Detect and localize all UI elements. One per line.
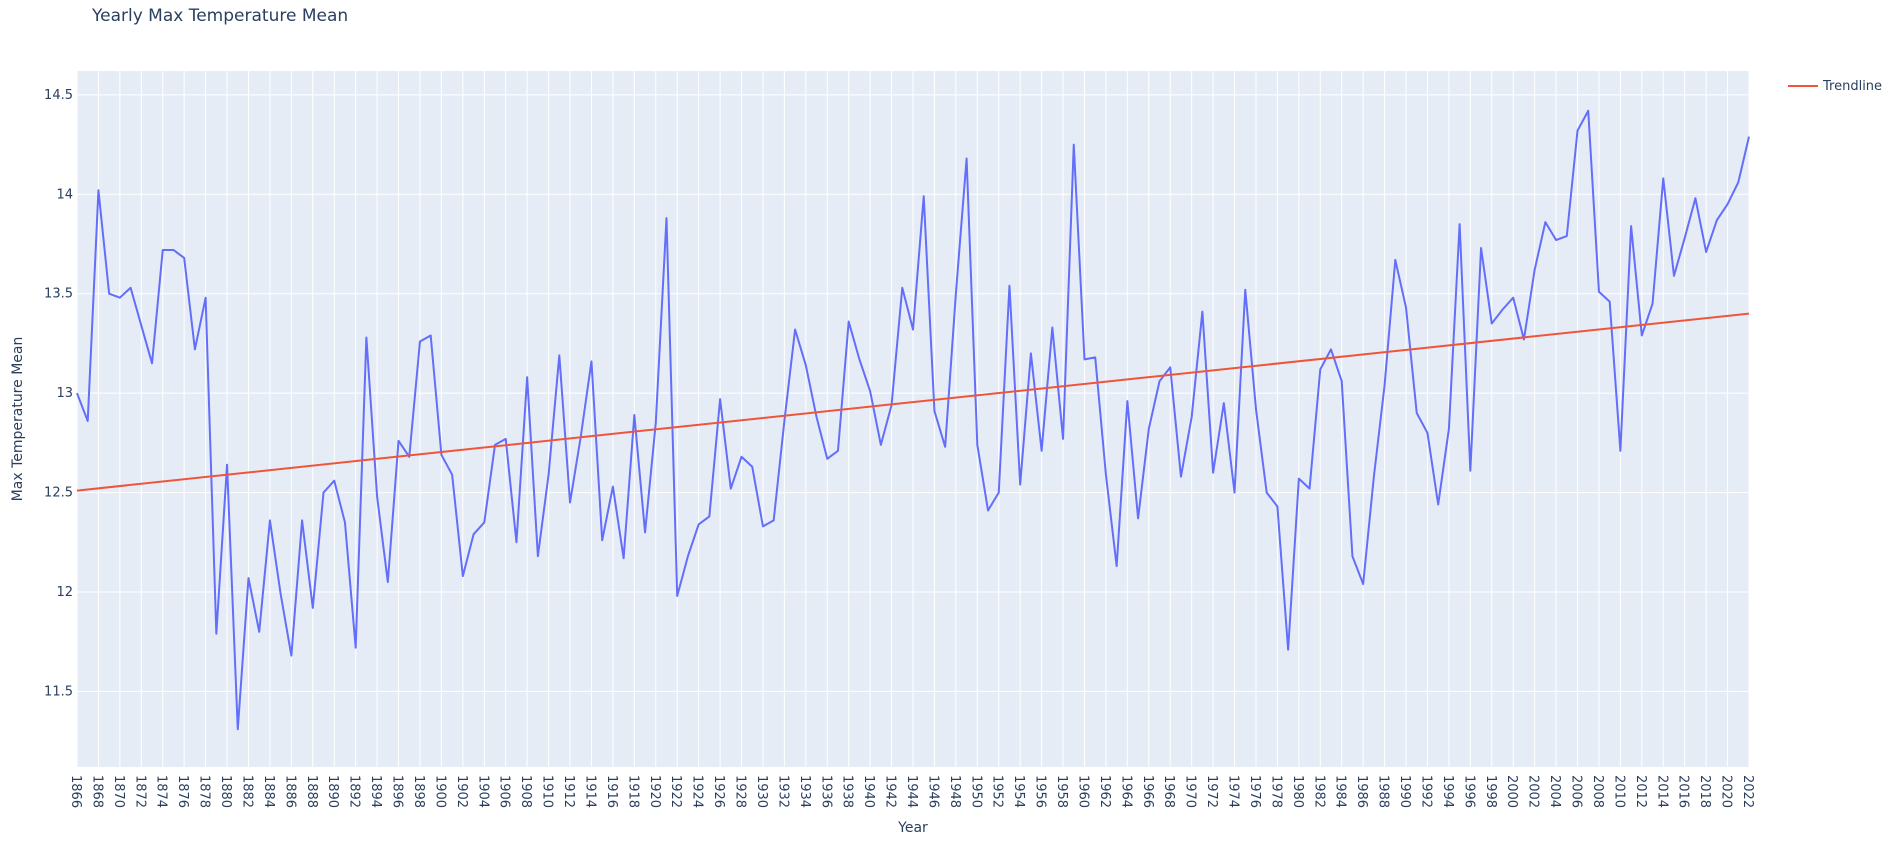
x-tick-label: 2014 — [1654, 775, 1669, 808]
x-tick-label: 1896 — [390, 775, 405, 808]
y-tick-label: 13 — [56, 386, 73, 401]
x-tick-label: 1976 — [1247, 775, 1262, 808]
series-layer — [76, 109, 1750, 731]
x-tick-label: 1874 — [154, 775, 169, 808]
x-tick-label: 1958 — [1054, 775, 1069, 808]
x-axis-title: Year — [897, 820, 928, 836]
x-tick-label: 1902 — [454, 775, 469, 808]
x-tick-label: 1894 — [368, 775, 383, 808]
x-tick-label: 1942 — [883, 775, 898, 808]
x-tick-label: 1872 — [132, 775, 147, 808]
x-tick-label: 1908 — [518, 775, 533, 808]
series-line-trendline — [76, 312, 1750, 492]
x-tick-label: 1924 — [690, 775, 705, 808]
x-tick-label: 1890 — [325, 775, 340, 808]
gridlines — [76, 71, 1750, 767]
x-tick-labels: 1866 1868 1870 1872 1874 1876 1878 1880 1882 1884… — [68, 775, 1755, 808]
x-tick-label: 1876 — [175, 775, 190, 808]
x-tick-label: 1950 — [968, 775, 983, 808]
series-line-max-temperature — [76, 109, 1750, 731]
x-tick-label: 1934 — [797, 775, 812, 808]
x-tick-label: 1898 — [411, 775, 426, 808]
x-tick-label: 1980 — [1290, 775, 1305, 808]
y-tick-label: 12 — [56, 585, 73, 600]
x-tick-label: 1974 — [1226, 775, 1241, 808]
x-tick-label: 1910 — [540, 775, 555, 808]
x-tick-label: 1964 — [1118, 775, 1133, 808]
legend[interactable]: Trendline — [1788, 79, 1882, 94]
x-tick-label: 1880 — [218, 775, 233, 808]
x-tick-label: 1912 — [561, 775, 576, 808]
x-tick-label: 1940 — [861, 775, 876, 808]
x-tick-label: 1920 — [647, 775, 662, 808]
x-tick-label: 2004 — [1547, 775, 1562, 808]
y-tick-label: 13.5 — [44, 287, 73, 302]
x-tick-label: 2006 — [1569, 775, 1584, 808]
x-tick-label: 1988 — [1376, 775, 1391, 808]
x-tick-label: 1996 — [1461, 775, 1476, 808]
x-tick-label: 1900 — [432, 775, 447, 808]
x-tick-label: 1956 — [1033, 775, 1048, 808]
x-tick-label: 1960 — [1075, 775, 1090, 808]
x-tick-label: 1916 — [604, 775, 619, 808]
x-tick-label: 2008 — [1590, 775, 1605, 808]
x-tick-label: 1994 — [1440, 775, 1455, 808]
x-tick-label: 1888 — [304, 775, 319, 808]
x-tick-label: 1948 — [947, 775, 962, 808]
x-tick-label: 2016 — [1676, 775, 1691, 808]
x-tick-label: 1968 — [1161, 775, 1176, 808]
x-tick-label: 1906 — [497, 775, 512, 808]
x-tick-label: 1918 — [625, 775, 640, 808]
x-tick-label: 1982 — [1311, 775, 1326, 808]
x-tick-label: 1914 — [582, 775, 597, 808]
y-tick-label: 14.5 — [44, 88, 73, 103]
x-tick-label: 1878 — [197, 775, 212, 808]
x-tick-label: 1866 — [68, 775, 83, 808]
y-tick-label: 14 — [56, 187, 73, 202]
x-tick-label: 2010 — [1611, 775, 1626, 808]
x-tick-label: 1928 — [733, 775, 748, 808]
x-tick-label: 1892 — [347, 775, 362, 808]
x-tick-label: 1930 — [754, 775, 769, 808]
y-tick-label: 12.5 — [44, 486, 73, 501]
x-tick-label: 1870 — [111, 775, 126, 808]
x-tick-label: 1882 — [239, 775, 254, 808]
x-tick-label: 2022 — [1740, 775, 1755, 808]
x-tick-label: 2002 — [1526, 775, 1541, 808]
x-tick-label: 2020 — [1719, 775, 1734, 808]
y-tick-labels: 11.5 12 12.5 13 13.5 14 14.5 — [44, 88, 73, 700]
x-tick-label: 1998 — [1483, 775, 1498, 808]
legend-label-trendline: Trendline — [1822, 79, 1882, 94]
x-tick-label: 1946 — [925, 775, 940, 808]
x-tick-label: 1992 — [1418, 775, 1433, 808]
x-tick-label: 1970 — [1183, 775, 1198, 808]
x-tick-label: 1922 — [668, 775, 683, 808]
x-tick-label: 2000 — [1504, 775, 1519, 808]
x-tick-label: 1986 — [1354, 775, 1369, 808]
x-tick-label: 1886 — [282, 775, 297, 808]
x-tick-label: 1904 — [475, 775, 490, 808]
x-tick-label: 1952 — [990, 775, 1005, 808]
y-axis-title: Max Temperature Mean — [10, 337, 26, 502]
x-tick-label: 1884 — [261, 775, 276, 808]
x-tick-label: 1944 — [904, 775, 919, 808]
x-tick-label: 1932 — [775, 775, 790, 808]
x-tick-label: 1984 — [1333, 775, 1348, 808]
x-tick-label: 1962 — [1097, 775, 1112, 808]
x-tick-label: 1966 — [1140, 775, 1155, 808]
x-tick-label: 1936 — [818, 775, 833, 808]
x-tick-label: 2018 — [1697, 775, 1712, 808]
y-tick-label: 11.5 — [44, 684, 73, 699]
x-tick-label: 1926 — [711, 775, 726, 808]
x-tick-label: 2012 — [1633, 775, 1648, 808]
x-tick-label: 1990 — [1397, 775, 1412, 808]
x-tick-label: 1868 — [89, 775, 104, 808]
chart-title: Yearly Max Temperature Mean — [91, 6, 348, 26]
x-tick-label: 1954 — [1011, 775, 1026, 808]
x-tick-label: 1978 — [1268, 775, 1283, 808]
x-tick-label: 1972 — [1204, 775, 1219, 808]
x-tick-label: 1938 — [840, 775, 855, 808]
